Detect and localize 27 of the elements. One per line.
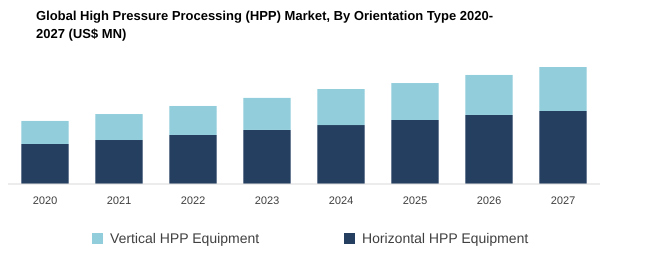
- x-tick-label: 2025: [402, 195, 428, 207]
- bar: [391, 83, 439, 120]
- bar: [95, 114, 143, 140]
- bar: [465, 74, 513, 115]
- legend-label: Horizontal HPP Equipment: [362, 230, 528, 246]
- bar: [21, 144, 69, 184]
- x-tick-label: 2021: [106, 195, 132, 207]
- bar: [317, 88, 365, 126]
- legend-label: Vertical HPP Equipment: [110, 230, 260, 246]
- x-tick-label: 2027: [550, 195, 576, 207]
- x-tick-label: 2022: [180, 195, 206, 207]
- x-tick-label: 2020: [32, 195, 58, 207]
- bar: [243, 98, 291, 130]
- bar: [317, 125, 365, 184]
- bar: [243, 130, 291, 184]
- bar: [465, 114, 513, 184]
- bar: [539, 67, 587, 111]
- bar: [169, 134, 217, 184]
- bar: [391, 120, 439, 184]
- bar: [21, 120, 69, 144]
- x-tick-label: 2026: [476, 195, 502, 207]
- chart-title: Global High Pressure Processing (HPP) Market, By Orientation Type 2020-2027 (US$ MN): [36, 8, 494, 41]
- x-tick-label: 2024: [328, 195, 354, 207]
- bar: [169, 106, 217, 135]
- bar: [95, 140, 143, 184]
- bar: [539, 110, 587, 184]
- x-tick-label: 2023: [254, 195, 280, 207]
